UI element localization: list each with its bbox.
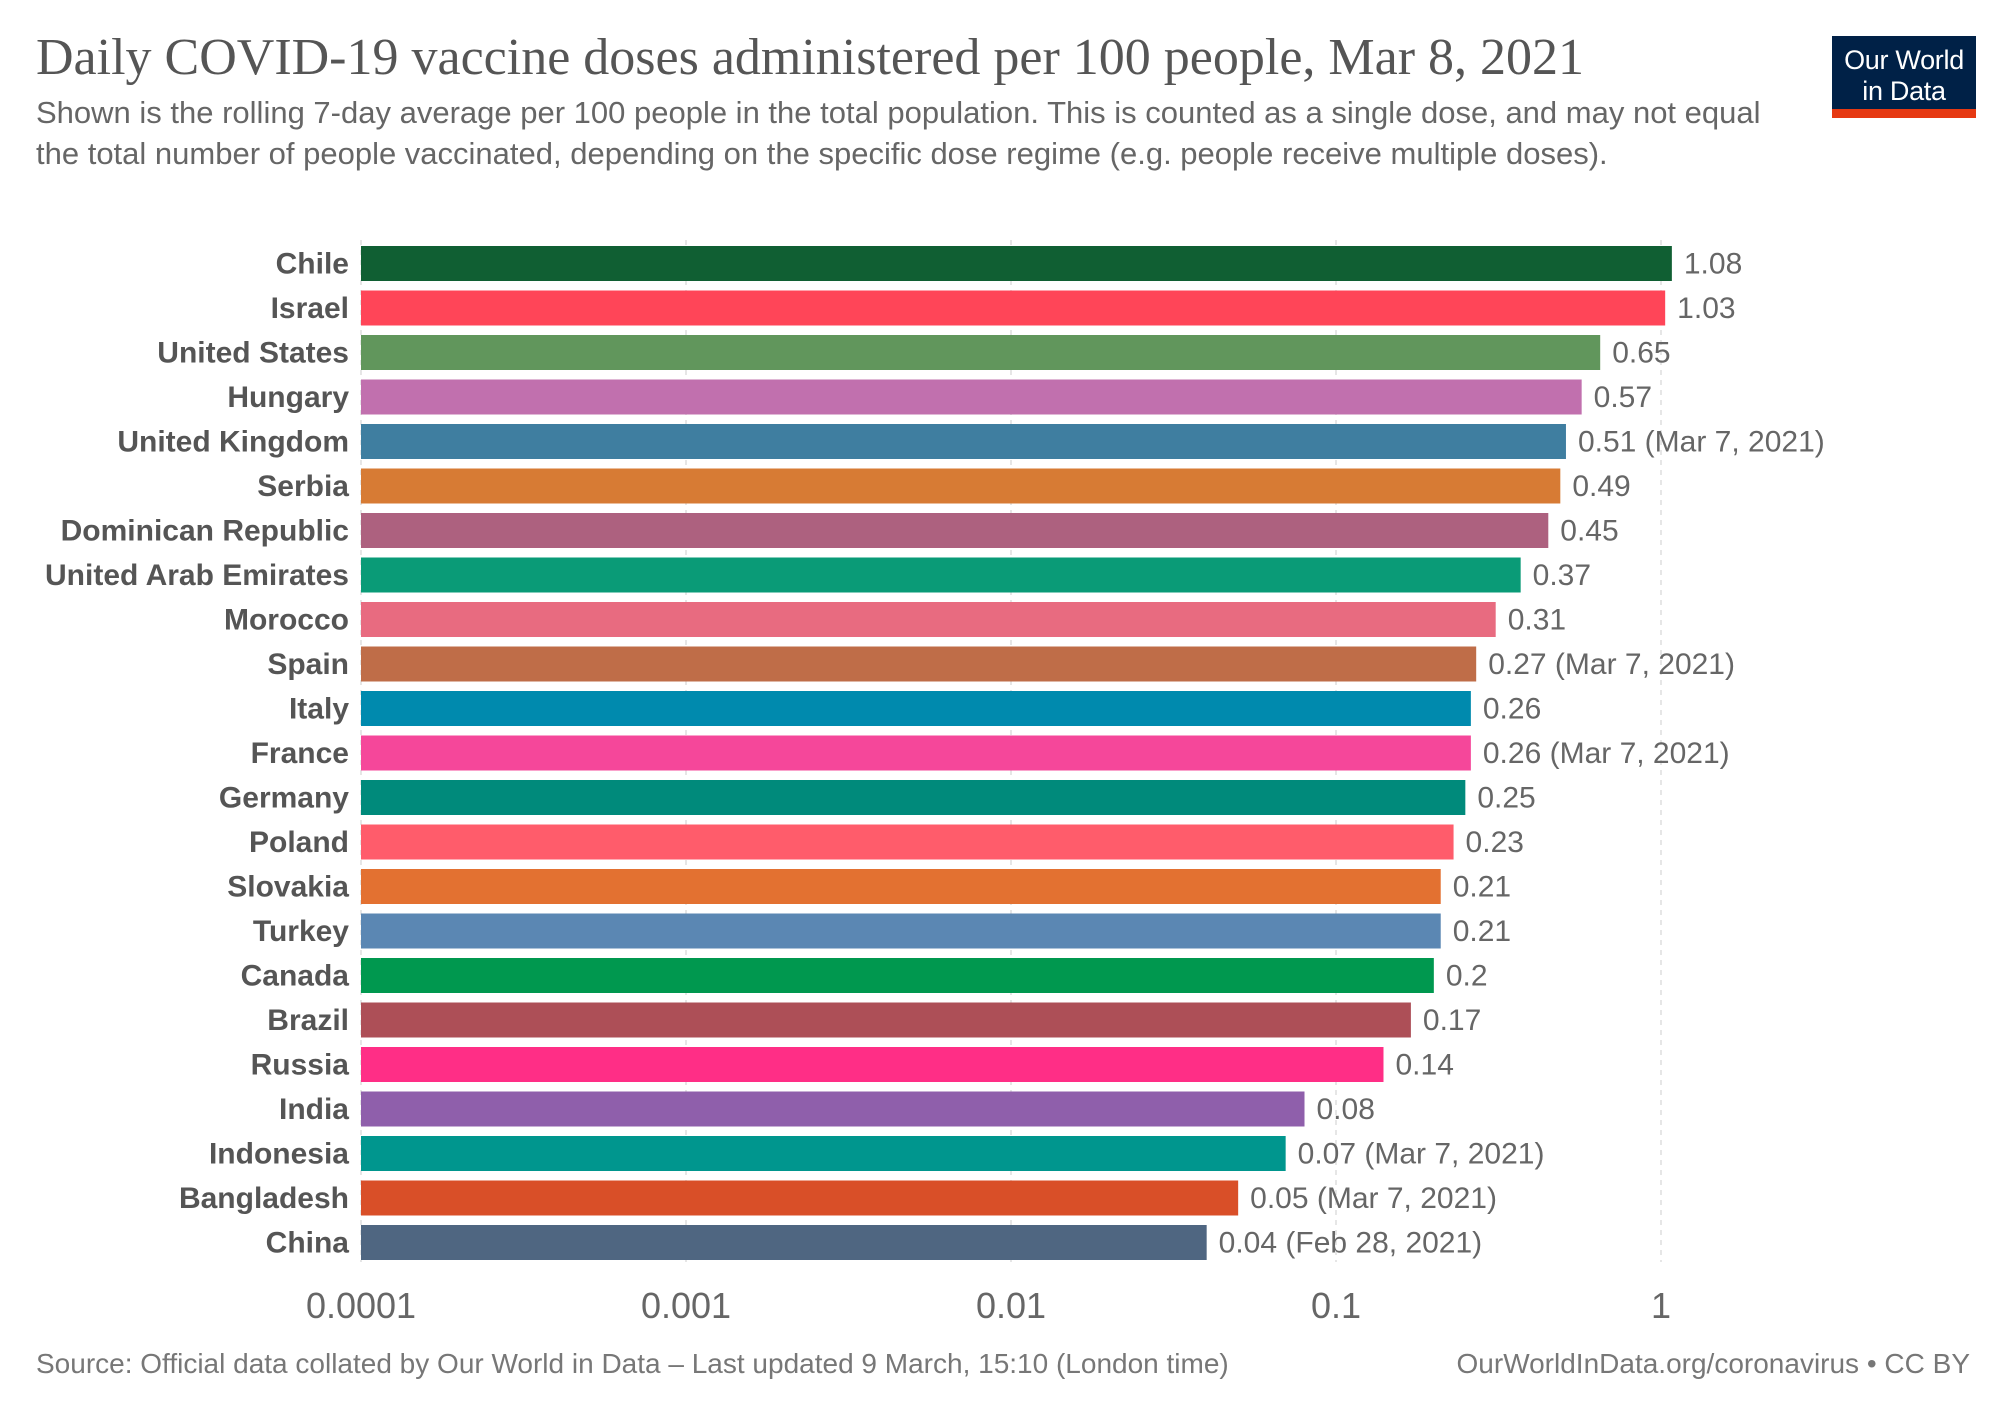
value-label-18: 0.14 [1395,1049,1453,1082]
category-label-18: Russia [251,1049,350,1082]
chart-title: Daily COVID-19 vaccine doses administere… [36,29,1585,86]
x-tick-label-3: 0.1 [1311,1285,1361,1326]
category-label-7: United Arab Emirates [45,559,349,592]
x-tick-label-2: 0.01 [976,1285,1046,1326]
value-label-3: 0.57 [1594,381,1652,414]
bar-0 [361,246,1672,281]
category-label-19: India [279,1093,349,1126]
category-label-14: Slovakia [227,871,349,904]
bar-15 [361,913,1441,949]
bar-18 [361,1047,1384,1082]
bar-16 [361,958,1434,993]
source-link[interactable]: OurWorldInData.org/coronavirus • CC BY [1456,1348,1970,1379]
category-label-17: Brazil [267,1004,349,1037]
value-label-16: 0.2 [1446,960,1488,993]
bar-5 [361,468,1561,504]
bar-14 [361,869,1441,904]
x-tick-label-0: 0.0001 [306,1285,416,1326]
category-label-15: Turkey [253,915,349,948]
bar-1 [361,290,1666,326]
bar-17 [361,1002,1411,1038]
owid-logo[interactable]: Our World in Data [1832,36,1976,118]
value-label-13: 0.23 [1466,826,1524,859]
value-label-7: 0.37 [1533,559,1591,592]
x-tick-label-4: 1 [1651,1285,1671,1326]
bar-21 [361,1180,1239,1216]
bar-8 [361,602,1496,637]
category-label-13: Poland [249,826,349,859]
value-label-0: 1.08 [1684,248,1742,281]
value-label-15: 0.21 [1453,915,1511,948]
category-label-12: Germany [219,782,349,815]
bar-6 [361,513,1549,548]
value-label-1: 1.03 [1677,292,1735,325]
bar-20 [361,1136,1286,1171]
source-note: Source: Official data collated by Our Wo… [36,1348,1229,1379]
category-label-8: Morocco [224,604,349,637]
bar-2 [361,335,1601,370]
value-label-19: 0.08 [1317,1093,1375,1126]
value-label-12: 0.25 [1477,782,1535,815]
bar-13 [361,824,1454,860]
value-label-9: 0.27 (Mar 7, 2021) [1488,648,1735,681]
value-label-20: 0.07 (Mar 7, 2021) [1298,1138,1545,1171]
category-label-16: Canada [241,960,350,993]
category-label-3: Hungary [227,381,349,414]
category-label-1: Israel [271,292,349,325]
category-label-4: United Kingdom [117,426,349,459]
bar-4 [361,424,1566,459]
category-label-0: Chile [276,248,349,281]
value-label-4: 0.51 (Mar 7, 2021) [1578,426,1825,459]
category-label-10: Italy [289,693,349,726]
value-label-5: 0.49 [1572,470,1630,503]
value-label-10: 0.26 [1483,693,1541,726]
category-label-21: Bangladesh [179,1182,349,1215]
value-label-21: 0.05 (Mar 7, 2021) [1250,1182,1497,1215]
bar-19 [361,1091,1305,1127]
value-label-14: 0.21 [1453,871,1511,904]
category-label-5: Serbia [257,470,349,503]
value-label-11: 0.26 (Mar 7, 2021) [1483,737,1730,770]
logo-line-1: Our World [1844,45,1964,75]
bar-22 [361,1225,1207,1260]
category-label-11: France [251,737,349,770]
bar-12 [361,780,1466,815]
category-label-20: Indonesia [209,1138,349,1171]
value-label-22: 0.04 (Feb 28, 2021) [1219,1227,1483,1260]
value-label-2: 0.65 [1612,337,1670,370]
bar-7 [361,557,1521,593]
value-label-17: 0.17 [1423,1004,1481,1037]
value-label-6: 0.45 [1560,515,1618,548]
category-label-22: China [266,1227,350,1260]
category-label-9: Spain [267,648,349,681]
bar-11 [361,735,1471,771]
chart-subtitle: Shown is the rolling 7-day average per 1… [36,95,1761,171]
bar-10 [361,691,1471,726]
category-label-6: Dominican Republic [61,515,349,548]
x-tick-label-1: 0.001 [641,1285,731,1326]
logo-line-2: in Data [1862,76,1946,106]
bar-3 [361,379,1582,415]
value-label-8: 0.31 [1508,604,1566,637]
bar-chart: Chile 1.08 Israel 1.03 United States 0.65 Hung… [45,240,1825,1326]
bar-9 [361,646,1477,682]
category-label-2: United States [157,337,349,370]
